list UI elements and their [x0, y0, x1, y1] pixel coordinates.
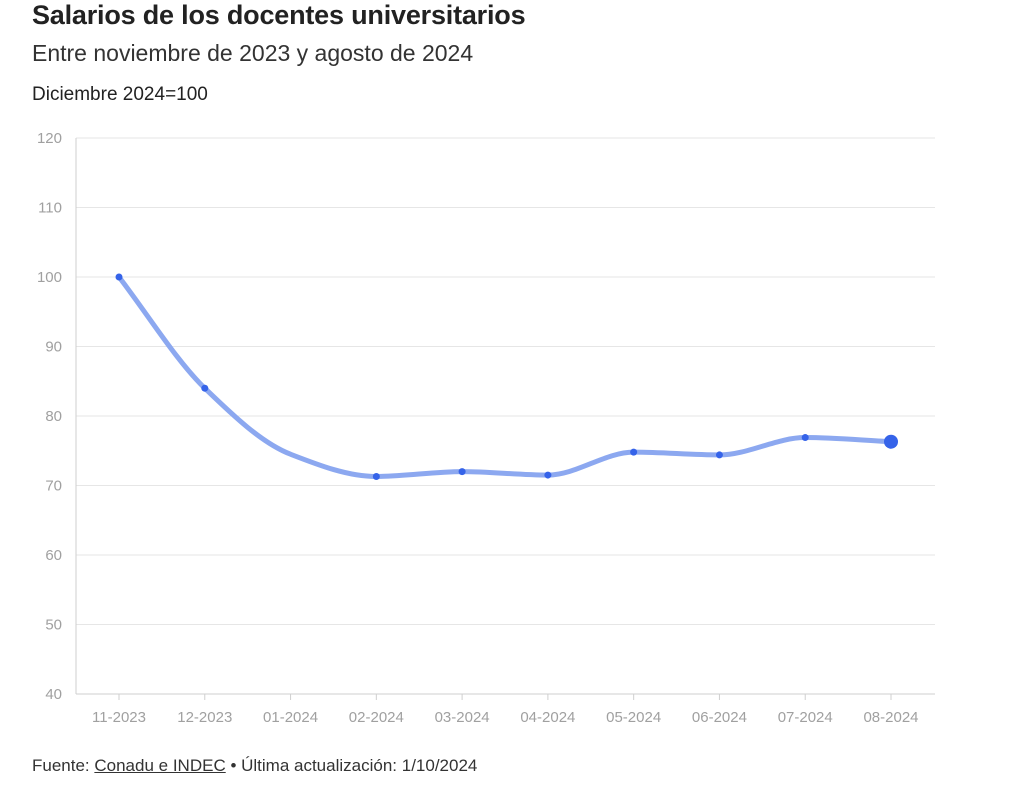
y-tick-label: 120	[37, 130, 62, 147]
data-point	[115, 273, 123, 281]
chart-subtitle: Entre noviembre de 2023 y agosto de 2024	[32, 40, 474, 66]
x-tick-label: 02-2024	[349, 709, 404, 726]
y-tick-label: 110	[38, 200, 62, 217]
x-tick-label: 05-2024	[606, 709, 661, 726]
series-line	[116, 274, 894, 479]
x-tick-label: 01-2024	[263, 709, 318, 726]
data-point	[801, 434, 809, 442]
data-point	[201, 384, 209, 392]
y-tick-labels: 40 50 60 70 80 90 100 110 120	[37, 130, 62, 703]
data-point	[458, 468, 466, 476]
y-tick-label: 70	[45, 478, 62, 495]
data-point	[544, 471, 552, 479]
y-tick-label: 60	[45, 547, 62, 564]
data-point-latest	[884, 434, 898, 449]
axes	[75, 138, 935, 700]
x-tick-label: 03-2024	[435, 709, 490, 726]
x-tick-label: 08-2024	[863, 709, 918, 726]
data-point	[372, 472, 380, 480]
series-salarios	[115, 273, 898, 480]
data-point	[630, 448, 638, 456]
y-tick-label: 100	[37, 269, 62, 286]
x-tick-label: 04-2024	[520, 709, 575, 726]
x-tick-label: 11-2023	[92, 709, 146, 726]
chart-title: Salarios de los docentes universitarios	[32, 0, 526, 30]
y-tick-label: 40	[45, 686, 62, 703]
data-point	[715, 451, 723, 459]
y-tick-label: 80	[45, 408, 62, 425]
gridlines	[76, 137, 935, 695]
y-tick-label: 90	[45, 339, 62, 356]
x-tick-label: 07-2024	[778, 709, 833, 726]
y-tick-label: 50	[45, 617, 62, 634]
y-axis-unit-label: Diciembre 2024=100	[32, 84, 208, 105]
x-tick-label: 12-2023	[177, 709, 232, 726]
source-footer: Fuente: Conadu e INDEC • Última actualiz…	[32, 756, 477, 776]
line-chart: 40 50 60 70 80 90 100 110 120 11-2023 12-2023 01-2…	[37, 130, 935, 726]
source-link[interactable]: Conadu e INDEC	[94, 756, 226, 775]
footer-suffix: • Última actualización: 1/10/2024	[225, 756, 478, 775]
x-tick-label: 06-2024	[692, 709, 747, 726]
footer-prefix: Fuente:	[32, 756, 95, 775]
x-tick-labels: 11-2023 12-2023 01-2024 02-2024 03-2024 04-20…	[92, 709, 919, 726]
